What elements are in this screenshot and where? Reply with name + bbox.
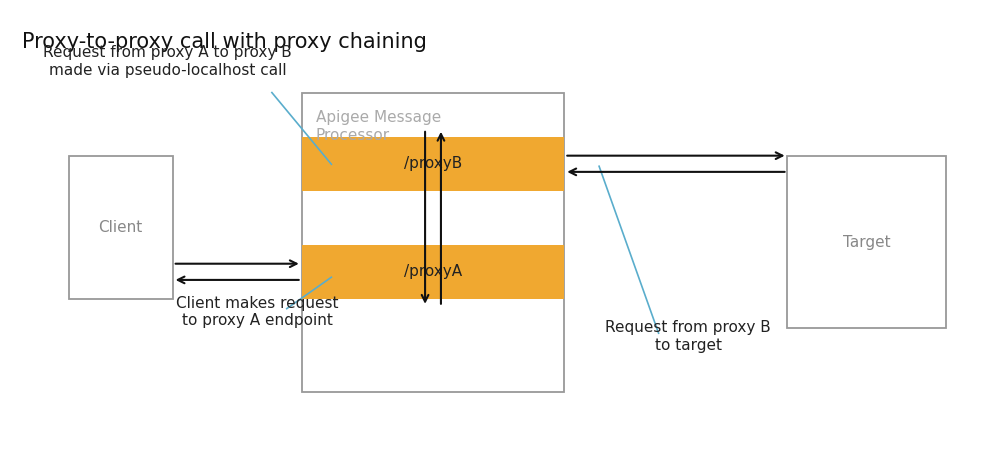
Text: Request from proxy A to proxy B
made via pseudo-localhost call: Request from proxy A to proxy B made via… bbox=[43, 45, 293, 78]
Bar bbox=[787, 156, 947, 328]
Text: Client makes request
to proxy A endpoint: Client makes request to proxy A endpoint bbox=[175, 296, 338, 328]
Text: Target: Target bbox=[843, 235, 890, 250]
Text: Request from proxy B
to target: Request from proxy B to target bbox=[606, 321, 771, 353]
Text: Proxy-to-proxy call with proxy chaining: Proxy-to-proxy call with proxy chaining bbox=[22, 32, 427, 51]
Text: Apigee Message
Processor: Apigee Message Processor bbox=[315, 110, 440, 143]
Text: /proxyB: /proxyB bbox=[404, 156, 462, 171]
Text: Client: Client bbox=[98, 220, 143, 235]
Bar bbox=[301, 93, 564, 392]
Text: /proxyA: /proxyA bbox=[404, 264, 462, 279]
Bar bbox=[301, 245, 564, 299]
Bar bbox=[301, 137, 564, 191]
Bar bbox=[69, 156, 172, 299]
